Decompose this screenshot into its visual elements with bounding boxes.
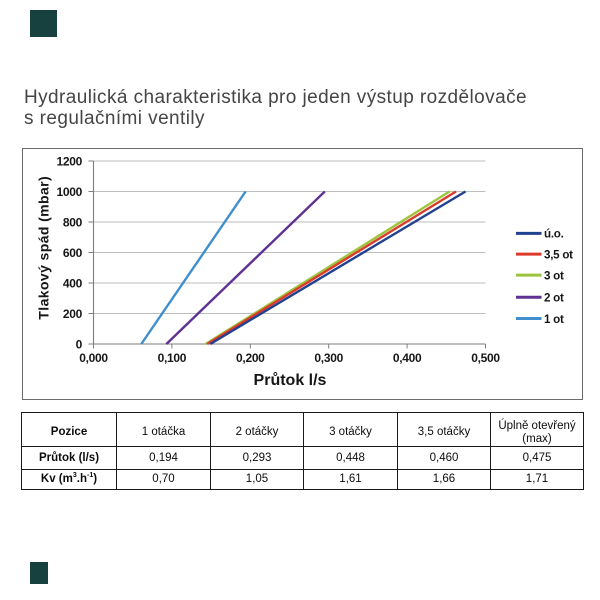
svg-text:400: 400 xyxy=(63,276,83,290)
svg-text:600: 600 xyxy=(63,246,83,260)
svg-text:0: 0 xyxy=(76,337,83,351)
svg-text:3,5 ot: 3,5 ot xyxy=(544,248,573,261)
svg-text:3 ot: 3 ot xyxy=(544,269,564,282)
svg-text:0,400: 0,400 xyxy=(393,351,422,365)
svg-text:2 ot: 2 ot xyxy=(544,292,564,305)
svg-text:1200: 1200 xyxy=(57,154,83,168)
svg-text:Tlakový spád (mbar): Tlakový spád (mbar) xyxy=(36,176,52,320)
svg-text:0,300: 0,300 xyxy=(314,351,343,365)
svg-text:0,000: 0,000 xyxy=(79,351,108,365)
svg-text:Průtok l/s: Průtok l/s xyxy=(254,372,327,389)
svg-text:0,500: 0,500 xyxy=(471,351,500,365)
svg-text:800: 800 xyxy=(63,215,83,229)
svg-text:200: 200 xyxy=(63,307,83,321)
svg-text:ú.o.: ú.o. xyxy=(544,228,564,241)
svg-text:0,100: 0,100 xyxy=(158,351,187,365)
svg-text:1000: 1000 xyxy=(57,185,83,199)
svg-text:1 ot: 1 ot xyxy=(544,313,564,326)
svg-text:0,200: 0,200 xyxy=(236,351,265,365)
